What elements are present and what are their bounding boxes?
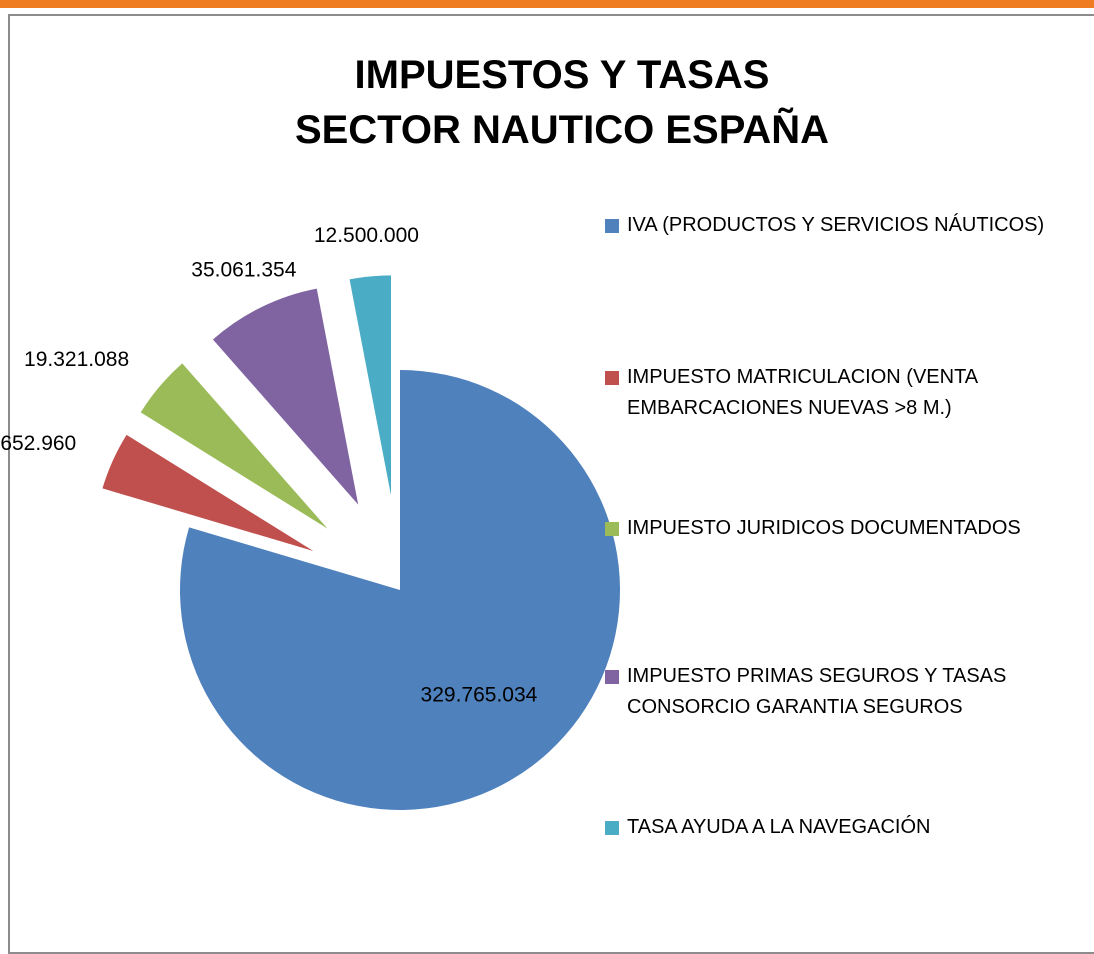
legend-text: IMPUESTO MATRICULACION (VENTA EMBARCACIO… xyxy=(627,366,978,419)
legend-text: TASA AYUDA A LA NAVEGACIÓN xyxy=(627,816,931,838)
legend-text: IMPUESTO PRIMAS SEGUROS Y TASAS CONSORCI… xyxy=(627,665,1007,718)
pie-slice xyxy=(212,288,359,505)
data-label: 19.321.088 xyxy=(24,348,129,371)
legend-swatch xyxy=(605,670,619,684)
top-bar xyxy=(0,0,1094,8)
data-label: 35.061.354 xyxy=(191,259,296,282)
legend-swatch xyxy=(605,219,619,233)
data-label: 12.500.000 xyxy=(314,224,419,247)
pie-slice xyxy=(140,363,328,529)
chart: IMPUESTOS Y TASAS SECTOR NAUTICO ESPAÑA … xyxy=(0,53,829,810)
pie-slice xyxy=(102,434,314,552)
pie-slice xyxy=(179,370,621,810)
legend-swatch xyxy=(605,371,619,385)
pie-slice xyxy=(349,275,392,496)
legend-text: IMPUESTO JURIDICOS DOCUMENTADOS xyxy=(627,517,1021,539)
legend-text: IVA (PRODUCTOS Y SERVICIOS NÁUTICOS) xyxy=(627,214,1045,236)
legend-swatch xyxy=(605,522,619,536)
chart-title: SECTOR NAUTICO ESPAÑA xyxy=(295,106,829,152)
data-label: 17.652.960 xyxy=(0,432,76,455)
legend-swatch xyxy=(605,821,619,835)
chart-title: IMPUESTOS Y TASAS xyxy=(355,53,770,97)
data-label: 329.765.034 xyxy=(421,683,538,706)
